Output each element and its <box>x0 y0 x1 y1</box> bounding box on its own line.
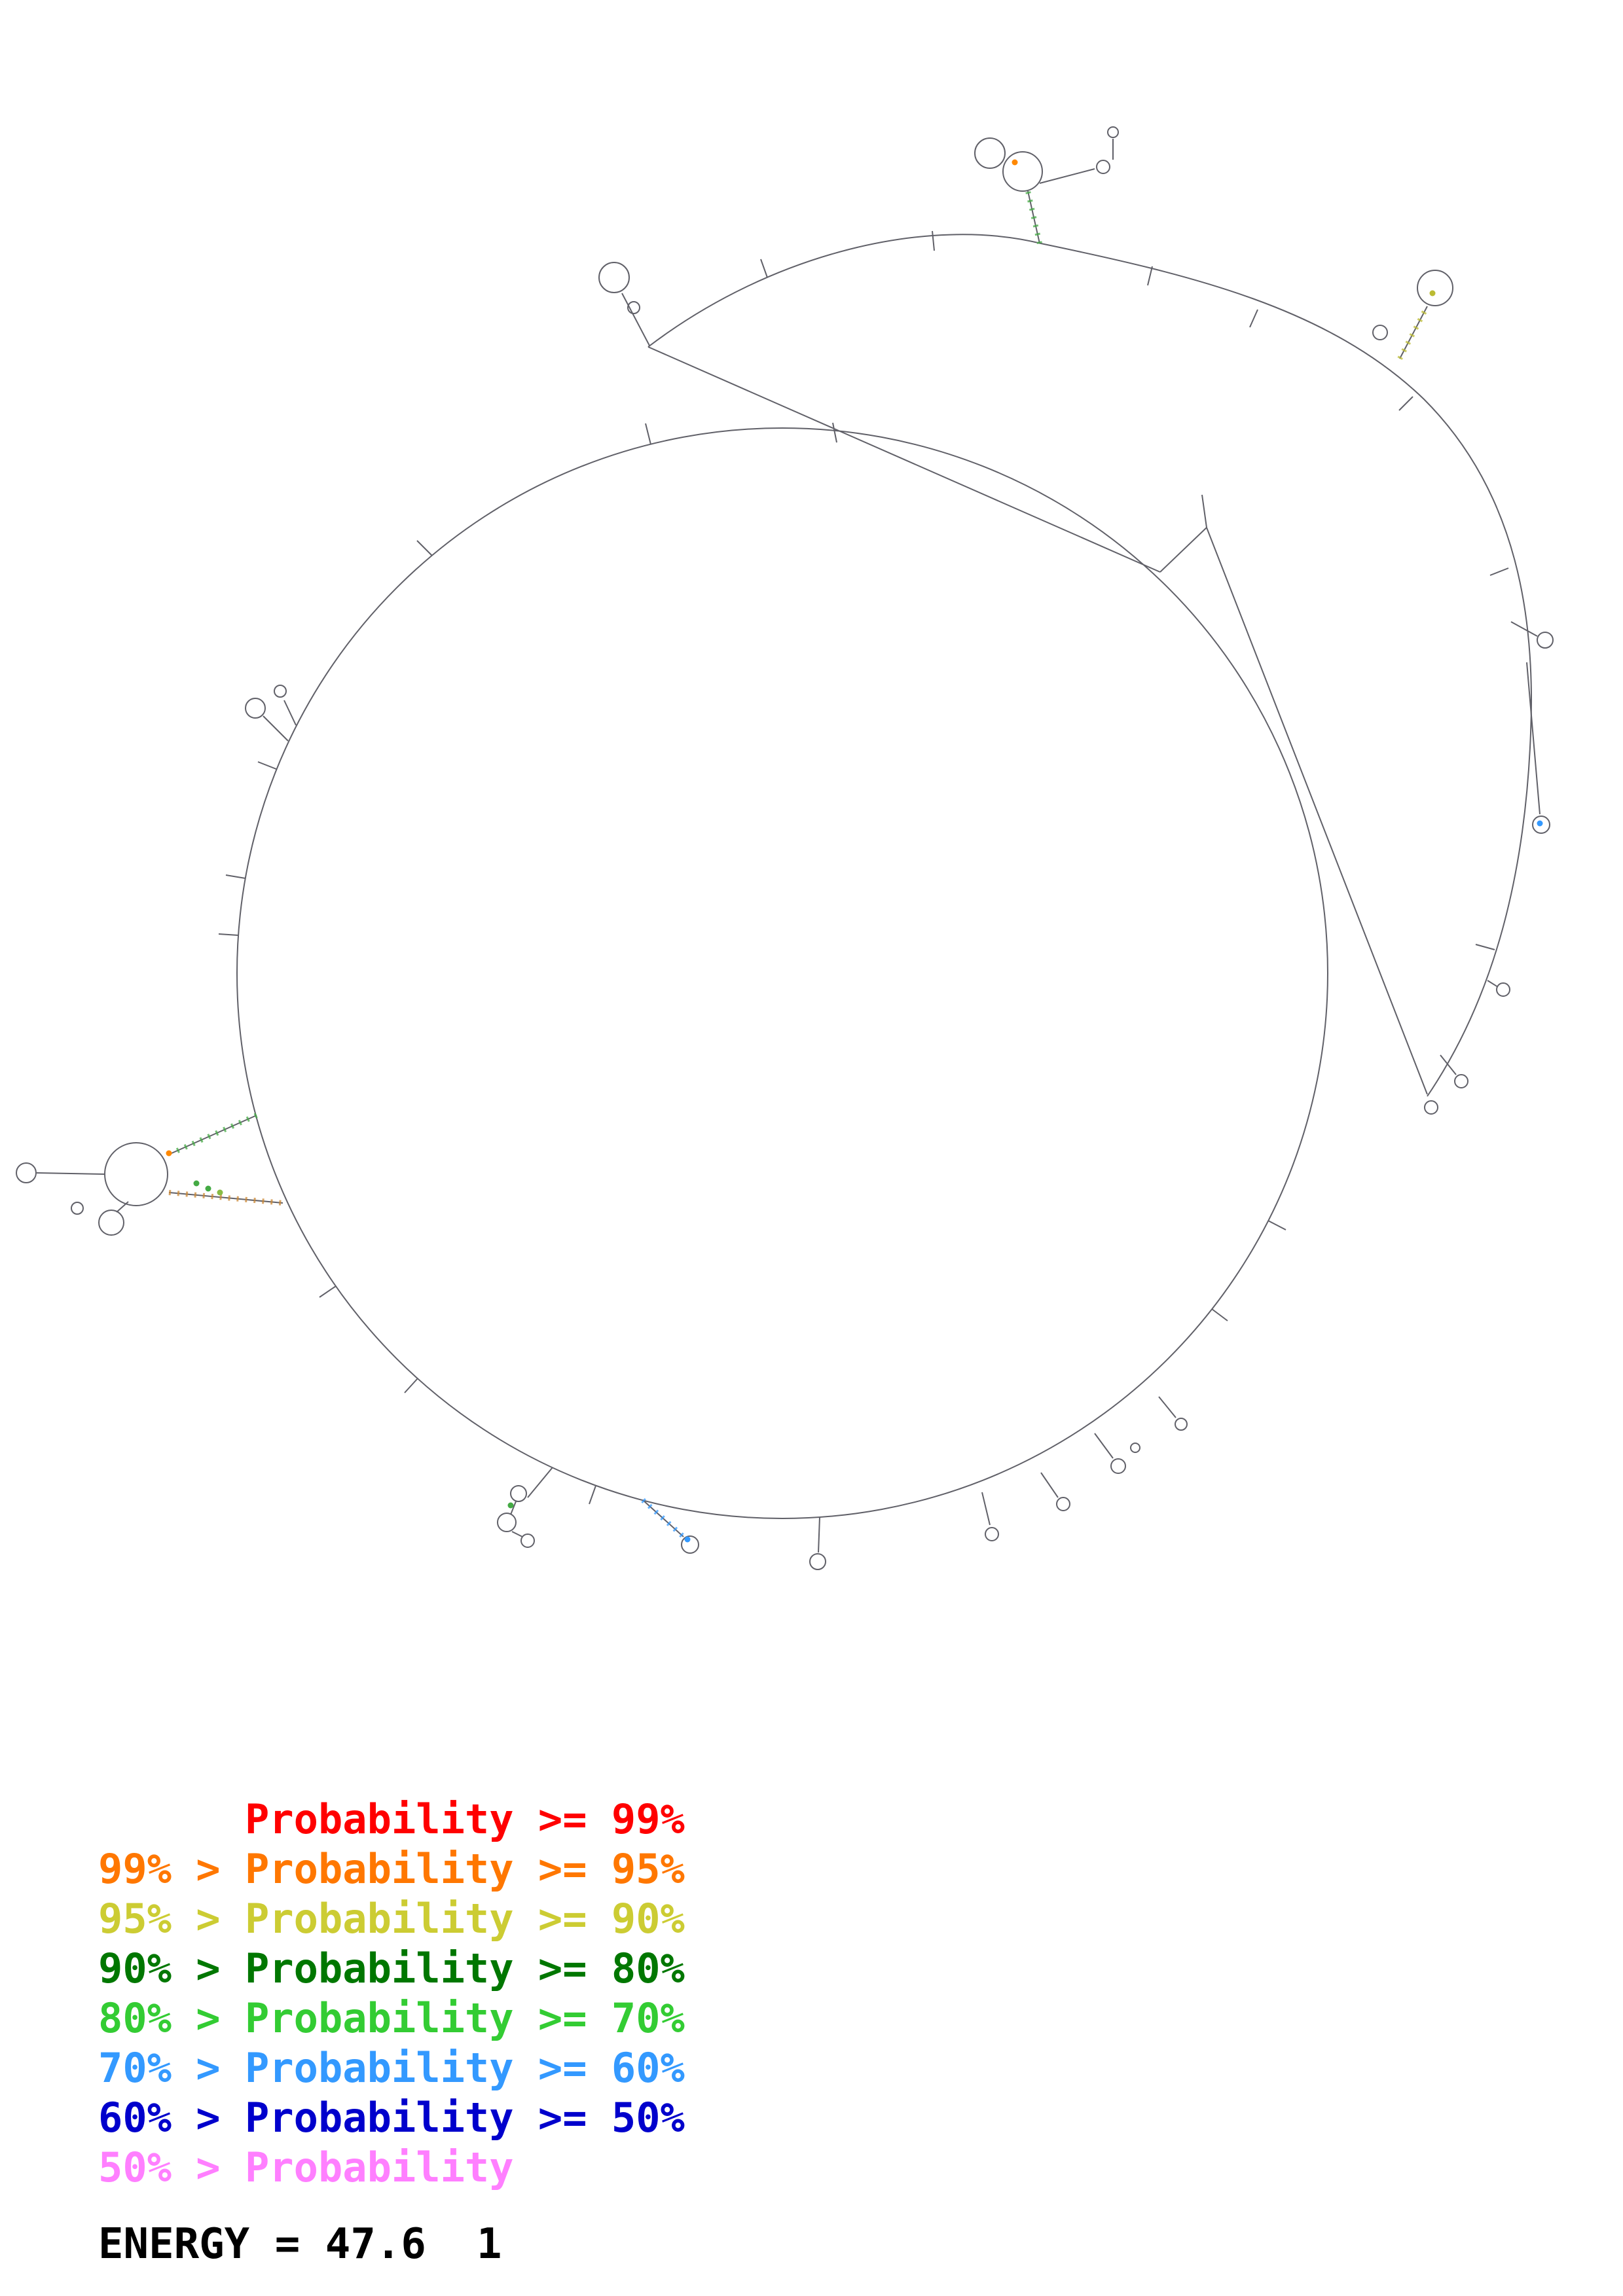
hairpin <box>16 1115 283 1235</box>
base-dot <box>1012 159 1018 166</box>
tick-mark <box>219 934 238 935</box>
tick-mark <box>589 1486 596 1504</box>
hairpin <box>246 685 296 741</box>
hairpin <box>1425 1055 1468 1114</box>
probability-legend: Probability >= 99% 99% > Probability >= 9… <box>98 1795 685 2193</box>
legend-entry: 70% > Probability >= 60% <box>98 2044 685 2092</box>
hairpin <box>1373 270 1453 359</box>
base-dot <box>1429 290 1436 296</box>
backbone-outer-arc <box>648 234 1531 1096</box>
legend-entry: 80% > Probability >= 70% <box>98 1994 685 2042</box>
hairpin <box>643 1500 699 1553</box>
hairpin <box>1487 980 1510 996</box>
legend-entry: 50% > Probability <box>98 2144 514 2191</box>
tick-mark <box>1399 397 1413 410</box>
hairpin <box>982 1492 998 1541</box>
tick-mark <box>226 875 246 878</box>
legend-entry: 90% > Probability >= 80% <box>98 1945 685 1992</box>
tick-mark <box>1476 944 1495 950</box>
tick-mark <box>1490 568 1508 575</box>
base-dot <box>205 1185 211 1192</box>
hairpin <box>810 1517 826 1570</box>
backbone-chord-a <box>648 347 1160 572</box>
tick-mark <box>1268 1221 1286 1230</box>
tick-mark <box>833 423 837 442</box>
base-dots <box>166 159 1543 1543</box>
hairpin <box>599 262 649 346</box>
hairpin <box>1041 1473 1070 1511</box>
tick-mark <box>1148 266 1152 285</box>
hairpin <box>975 127 1118 243</box>
base-dot <box>193 1180 200 1187</box>
tick-mark <box>932 231 934 251</box>
tick-mark <box>1202 495 1207 528</box>
tick-mark <box>417 541 432 556</box>
tick-mark <box>405 1378 418 1393</box>
tick-mark <box>1212 1309 1228 1321</box>
base-dot <box>217 1189 223 1196</box>
tick-marks <box>219 231 1508 1504</box>
legend-entry: Probability >= 99% <box>98 1795 685 1843</box>
backbone-main-circle <box>237 428 1328 1518</box>
tick-mark <box>319 1286 336 1297</box>
base-dot <box>166 1150 172 1157</box>
legend-entry: 99% > Probability >= 95% <box>98 1845 685 1893</box>
hairpin <box>1511 622 1553 648</box>
tick-mark <box>258 762 276 769</box>
base-dot <box>684 1536 691 1543</box>
hairpin <box>1095 1433 1140 1473</box>
backbone-chord-b <box>1160 528 1427 1094</box>
energy-label: ENERGY = 47.6 1 <box>98 2220 502 2269</box>
backbone <box>237 234 1531 1518</box>
hairpin <box>1159 1397 1187 1430</box>
tick-mark <box>1250 310 1258 327</box>
hairpins <box>16 127 1553 1570</box>
legend-entry: 60% > Probability >= 50% <box>98 2094 685 2142</box>
base-dot <box>1537 820 1543 827</box>
tick-mark <box>761 259 767 278</box>
base-dot <box>507 1502 514 1509</box>
legend-entry: 95% > Probability >= 90% <box>98 1895 685 1943</box>
hairpin <box>1527 662 1550 833</box>
hairpin <box>498 1467 553 1547</box>
tick-mark <box>646 423 651 444</box>
